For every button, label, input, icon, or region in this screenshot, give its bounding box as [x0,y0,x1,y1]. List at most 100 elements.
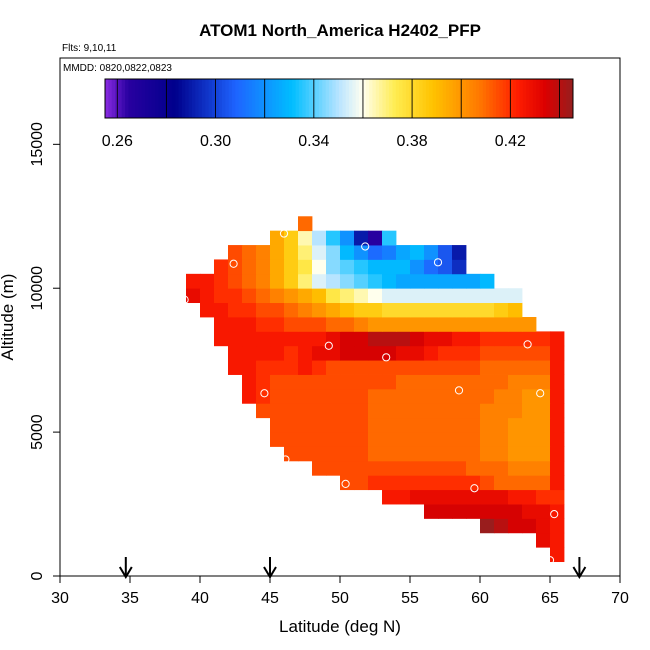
heat-cell [550,388,565,404]
colorbar-segment [482,79,487,118]
heat-cell [340,388,355,404]
heat-cell [256,345,271,361]
colorbar-segment [382,79,387,118]
heat-cell [396,331,411,347]
heat-cell [256,273,271,289]
heat-cell [312,417,327,433]
heat-cell [536,504,551,519]
heat-cell [326,360,341,375]
heat-cell [382,345,397,361]
heat-cell [424,360,439,375]
x-axis: 30 35 40 45 50 55 60 65 70 [51,576,629,607]
heat-cell [298,216,313,232]
heat-cell [298,345,313,361]
heat-cell [466,273,481,289]
heat-cell [368,302,383,318]
heat-cell [438,489,453,505]
colorbar-segment [268,79,273,118]
heat-cell [326,345,341,361]
heat-cell [340,230,355,246]
colorbar-segment [198,79,203,118]
heat-cell [424,317,439,332]
colorbar-tick-label: 0.30 [200,133,231,150]
heat-cell [438,317,453,332]
heat-cell [438,446,453,462]
heat-cell [480,489,495,505]
heat-cell [340,403,355,419]
heat-cell [354,403,369,419]
heat-cell [270,230,285,246]
heat-cell [410,360,425,375]
heat-cell [508,518,523,534]
heat-cell [368,345,383,361]
sample-point [382,353,391,362]
heat-cell [326,460,341,476]
heat-cell [284,446,299,462]
heat-cell [284,259,299,275]
colorbar-segment [325,79,330,118]
heat-cell [508,374,523,390]
heat-cell [368,475,383,491]
heat-cell [410,460,425,476]
heat-cell [424,475,439,491]
heat-cell [466,432,481,447]
heat-cell [270,388,285,404]
colorbar-segment [402,79,407,118]
colorbar-segment [242,79,246,118]
colorbar-segment [332,79,337,118]
heat-cell [536,331,551,347]
heat-cell [396,388,411,404]
sample-point [536,389,545,398]
heat-cell [508,288,523,304]
heat-cell [284,432,299,447]
heat-cell [494,302,509,318]
heat-cell [466,331,481,347]
heat-cell [508,460,523,476]
heat-cell [438,245,453,260]
heat-cell [494,317,509,332]
colorbar-segment [526,79,531,118]
heat-cell [242,317,257,332]
heat-cell [494,403,509,419]
heat-cell [298,288,313,304]
heat-cell [508,475,523,491]
heat-cell [410,403,425,419]
heat-cell [256,403,271,419]
heat-cell [508,345,523,361]
heat-cell [508,331,523,347]
heat-cell [354,345,369,361]
x-axis-label: Latitude (deg N) [279,617,401,636]
heat-cell [382,360,397,375]
heat-cell [396,345,411,361]
heat-cell [438,475,453,491]
heat-cell [410,388,425,404]
heat-cell [396,288,411,304]
heat-cell [536,460,551,476]
heat-cell [284,288,299,304]
heat-cell [270,345,285,361]
heat-cell [298,388,313,404]
heat-cell [396,302,411,318]
heat-cell [410,259,425,275]
heat-cell [452,245,467,260]
heat-cell [354,245,369,260]
heat-cell [298,403,313,419]
sample-point [229,259,238,268]
heat-cell [480,388,495,404]
heat-cell [452,432,467,447]
colorbar-segment [489,79,494,118]
heat-cell [284,331,299,347]
heat-cell [340,259,355,275]
heat-cell [354,360,369,375]
colorbar-segment [111,79,116,118]
heat-cell [228,331,243,347]
heat-cell [270,317,285,332]
heat-cell [550,417,565,433]
heat-cell [396,259,411,275]
colorbar-segment [379,79,383,118]
heat-cell [494,504,509,519]
heat-cell [536,446,551,462]
heat-cell [424,489,439,505]
heat-cell [536,388,551,404]
colorbar-segment [419,79,424,118]
